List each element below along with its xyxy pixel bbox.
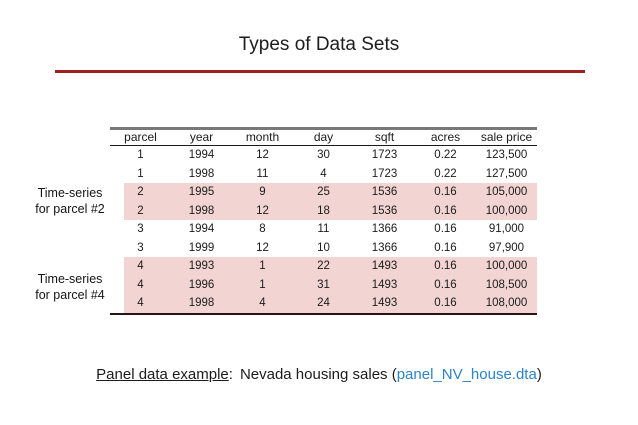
table-cell: 1536 xyxy=(371,186,398,198)
table-cell: 1 xyxy=(137,167,144,180)
table-cell: 1994 xyxy=(188,223,215,235)
table-cell: 105,000 xyxy=(485,186,528,198)
table-cell: 1493 xyxy=(371,278,398,291)
table-cell: 11 xyxy=(317,223,330,235)
table-cell: 1995 xyxy=(188,186,215,198)
table-cell: 30 xyxy=(317,149,330,161)
table-cell: 100,000 xyxy=(485,204,528,217)
table-cell: 0.22 xyxy=(434,167,457,180)
table-cell: 25 xyxy=(317,186,330,198)
table-cell: 1493 xyxy=(371,260,398,272)
table-cell: 1723 xyxy=(371,167,398,180)
table-cell: 1366 xyxy=(371,223,398,235)
table-cell: 0.16 xyxy=(434,297,457,309)
table-row: 4 1998 4 24 1493 0.16 108,000 xyxy=(110,294,537,313)
annotation-time-series-parcel2: Time-series for parcel #2 xyxy=(17,185,123,217)
table-cell: 1993 xyxy=(188,260,215,272)
table-row: 1 1998 11 4 1723 0.22 127,500 xyxy=(110,165,537,184)
table-cell: 1366 xyxy=(371,241,398,254)
caption-text: Nevada housing sales ( xyxy=(239,366,397,383)
table-cell: 1996 xyxy=(188,278,215,291)
table-header-row: parcel year month day sqft acres sale pr… xyxy=(110,130,537,146)
column-header-day: day xyxy=(313,130,334,144)
table-row: 2 1995 9 25 1536 0.16 105,000 xyxy=(110,183,537,202)
annotation-time-series-parcel4: Time-series for parcel #4 xyxy=(17,271,123,303)
table-row: 4 1993 1 22 1493 0.16 100,000 xyxy=(110,257,537,276)
caption-filename: panel_NV_house.dta xyxy=(396,366,537,383)
column-header-month: month xyxy=(245,130,280,144)
table-cell: 18 xyxy=(317,204,330,217)
housing-sales-table: parcel year month day sqft acres sale pr… xyxy=(110,127,537,315)
table-cell: 100,000 xyxy=(485,260,528,272)
table-cell: 127,500 xyxy=(485,167,528,180)
table-cell: 108,000 xyxy=(485,297,528,309)
table-cell: 2 xyxy=(137,204,144,217)
table-cell: 3 xyxy=(137,223,144,235)
annotation-line: for parcel #4 xyxy=(35,288,105,302)
table-cell: 108,500 xyxy=(485,278,528,291)
table-cell: 123,500 xyxy=(485,149,528,161)
table-cell: 9 xyxy=(259,186,266,198)
table-row: 1 1994 12 30 1723 0.22 123,500 xyxy=(110,146,537,165)
table-cell: 4 xyxy=(137,260,144,272)
table-cell: 1 xyxy=(259,278,266,291)
table-cell: 0.16 xyxy=(434,278,457,291)
table-cell: 12 xyxy=(256,149,269,161)
table-cell: 12 xyxy=(256,204,269,217)
table-cell: 1 xyxy=(137,149,144,161)
table-cell: 3 xyxy=(137,241,144,254)
annotation-line: for parcel #2 xyxy=(35,202,105,216)
table-cell: 0.16 xyxy=(434,260,457,272)
table-cell: 1998 xyxy=(188,167,215,180)
table-cell: 1 xyxy=(259,260,266,272)
table-cell: 1723 xyxy=(371,149,398,161)
table-cell: 0.16 xyxy=(434,186,457,198)
table-cell: 4 xyxy=(137,297,144,309)
table-cell: 4 xyxy=(320,167,327,180)
table-cell: 0.22 xyxy=(434,149,457,161)
caption-underlined-label: Panel data example xyxy=(96,366,229,383)
table-cell: 91,000 xyxy=(488,223,525,235)
table-row: 4 1996 1 31 1493 0.16 108,500 xyxy=(110,275,537,294)
table-cell: 0.16 xyxy=(434,223,457,235)
table-body: 1 1994 12 30 1723 0.22 123,500 1 1998 11 4 1723 0.22… xyxy=(110,146,537,313)
table-row: 3 1999 12 10 1366 0.16 97,900 xyxy=(110,239,537,258)
table-cell: 1493 xyxy=(371,297,398,309)
caption-colon: : xyxy=(228,366,233,383)
table-cell: 0.16 xyxy=(434,204,457,217)
caption-close-paren: ) xyxy=(536,366,542,383)
table-cell: 4 xyxy=(259,297,266,309)
table-row: 2 1998 12 18 1536 0.16 100,000 xyxy=(110,201,537,220)
table-cell: 10 xyxy=(317,241,330,254)
caption: Panel data example: Nevada housing sales … xyxy=(0,366,638,383)
column-header-acres: acres xyxy=(430,130,461,144)
table-cell: 1998 xyxy=(188,204,215,217)
table-cell: 1536 xyxy=(371,204,398,217)
table-cell: 1998 xyxy=(188,297,215,309)
column-header-sqft: sqft xyxy=(374,130,395,144)
column-header-parcel: parcel xyxy=(124,130,157,144)
table-cell: 1994 xyxy=(188,149,215,161)
annotation-line: Time-series xyxy=(37,272,103,286)
table-cell: 1999 xyxy=(188,241,215,254)
table-cell: 97,900 xyxy=(488,241,525,254)
title-underline-rule xyxy=(55,70,585,73)
table-cell: 4 xyxy=(137,278,144,291)
column-header-year: year xyxy=(189,130,214,144)
slide-title: Types of Data Sets xyxy=(238,34,400,55)
annotation-line: Time-series xyxy=(37,186,103,200)
table-cell: 0.16 xyxy=(434,241,457,254)
table-cell: 24 xyxy=(317,297,330,309)
table-cell: 12 xyxy=(256,241,269,254)
table-cell: 8 xyxy=(259,223,266,235)
table-cell: 31 xyxy=(317,278,330,291)
table-row: 3 1994 8 11 1366 0.16 91,000 xyxy=(110,220,537,239)
table-cell: 22 xyxy=(317,260,330,272)
column-header-sale-price: sale price xyxy=(480,130,533,144)
table-cell: 2 xyxy=(137,186,144,198)
table-cell: 11 xyxy=(256,167,269,180)
